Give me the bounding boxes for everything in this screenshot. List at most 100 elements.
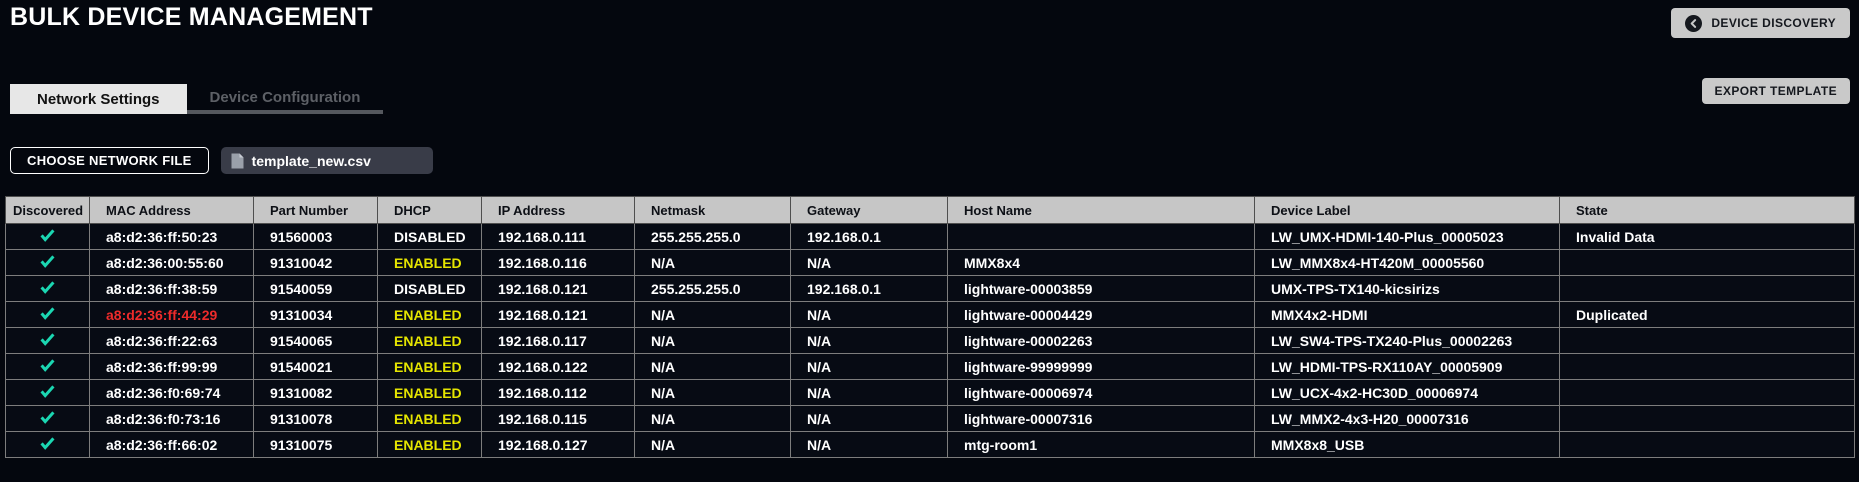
cell-ip: 192.168.0.116 xyxy=(481,249,635,276)
cell-mac: a8:d2:36:00:55:60 xyxy=(89,249,254,276)
col-header-netmask: Netmask xyxy=(634,196,791,224)
cell-mac: a8:d2:36:ff:66:02 xyxy=(89,431,254,458)
cell-part-number: 91560003 xyxy=(253,223,378,250)
col-header-device-label: Device Label xyxy=(1254,196,1560,224)
cell-netmask: 255.255.255.0 xyxy=(634,223,791,250)
cell-host-name: lightware-99999999 xyxy=(947,353,1255,380)
cell-discovered xyxy=(5,431,90,458)
cell-part-number: 91540065 xyxy=(253,327,378,354)
cell-mac: a8:d2:36:ff:22:63 xyxy=(89,327,254,354)
cell-device-label: LW_MMX8x4-HT420M_00005560 xyxy=(1254,249,1560,276)
col-header-discovered: Discovered xyxy=(5,196,90,224)
cell-dhcp: ENABLED xyxy=(377,301,482,328)
discovered-check-icon xyxy=(40,254,55,268)
cell-part-number: 91310078 xyxy=(253,405,378,432)
file-controls: CHOOSE NETWORK FILE template_new.csv xyxy=(10,147,433,174)
cell-ip: 192.168.0.115 xyxy=(481,405,635,432)
cell-netmask: N/A xyxy=(634,405,791,432)
device-table: Discovered MAC Address Part Number DHCP … xyxy=(5,196,1855,458)
cell-netmask: N/A xyxy=(634,301,791,328)
table-row: a8:d2:36:ff:99:99 91540021 ENABLED 192.1… xyxy=(5,353,1855,380)
discovered-check-icon xyxy=(40,228,55,242)
discovered-check-icon xyxy=(40,436,55,450)
cell-ip: 192.168.0.122 xyxy=(481,353,635,380)
device-table-body: a8:d2:36:ff:50:23 91560003 DISABLED 192.… xyxy=(5,223,1855,458)
selected-file-chip: template_new.csv xyxy=(220,147,433,174)
cell-dhcp: DISABLED xyxy=(377,275,482,302)
table-row: a8:d2:36:f0:69:74 91310082 ENABLED 192.1… xyxy=(5,379,1855,406)
cell-ip: 192.168.0.121 xyxy=(481,275,635,302)
cell-discovered xyxy=(5,327,90,354)
table-header-row: Discovered MAC Address Part Number DHCP … xyxy=(5,196,1855,224)
discovered-check-icon xyxy=(40,280,55,294)
cell-state xyxy=(1559,379,1855,406)
cell-device-label: LW_SW4-TPS-TX240-Plus_00002263 xyxy=(1254,327,1560,354)
col-header-host-name: Host Name xyxy=(947,196,1255,224)
cell-state: Invalid Data xyxy=(1559,223,1855,250)
cell-part-number: 91310034 xyxy=(253,301,378,328)
cell-ip: 192.168.0.117 xyxy=(481,327,635,354)
discovered-check-icon xyxy=(40,306,55,320)
cell-mac: a8:d2:36:ff:50:23 xyxy=(89,223,254,250)
cell-mac: a8:d2:36:ff:99:99 xyxy=(89,353,254,380)
cell-netmask: N/A xyxy=(634,327,791,354)
cell-gateway: N/A xyxy=(790,431,948,458)
cell-ip: 192.168.0.112 xyxy=(481,379,635,406)
cell-discovered xyxy=(5,379,90,406)
cell-host-name: lightware-00006974 xyxy=(947,379,1255,406)
cell-device-label: LW_MMX2-4x3-H20_00007316 xyxy=(1254,405,1560,432)
page-title: BULK DEVICE MANAGEMENT xyxy=(10,3,373,31)
cell-dhcp: ENABLED xyxy=(377,327,482,354)
discovered-check-icon xyxy=(40,384,55,398)
export-template-button[interactable]: EXPORT TEMPLATE xyxy=(1701,78,1850,104)
cell-dhcp: ENABLED xyxy=(377,431,482,458)
cell-gateway: N/A xyxy=(790,327,948,354)
cell-device-label: MMX4x2-HDMI xyxy=(1254,301,1560,328)
cell-discovered xyxy=(5,405,90,432)
cell-ip: 192.168.0.127 xyxy=(481,431,635,458)
cell-state xyxy=(1559,327,1855,354)
tab-network-settings[interactable]: Network Settings xyxy=(10,84,187,114)
tab-device-configuration[interactable]: Device Configuration xyxy=(186,84,384,114)
cell-mac: a8:d2:36:f0:69:74 xyxy=(89,379,254,406)
cell-host-name: lightware-00007316 xyxy=(947,405,1255,432)
discovered-check-icon xyxy=(40,410,55,424)
cell-host-name: MMX8x4 xyxy=(947,249,1255,276)
cell-discovered xyxy=(5,301,90,328)
cell-netmask: N/A xyxy=(634,249,791,276)
table-row: a8:d2:36:ff:50:23 91560003 DISABLED 192.… xyxy=(5,223,1855,250)
cell-host-name: mtg-room1 xyxy=(947,431,1255,458)
device-discovery-label: DEVICE DISCOVERY xyxy=(1711,16,1836,30)
cell-discovered xyxy=(5,353,90,380)
cell-state xyxy=(1559,353,1855,380)
cell-host-name: lightware-00004429 xyxy=(947,301,1255,328)
cell-state xyxy=(1559,431,1855,458)
cell-netmask: N/A xyxy=(634,353,791,380)
cell-dhcp: ENABLED xyxy=(377,405,482,432)
cell-device-label: LW_UMX-HDMI-140-Plus_00005023 xyxy=(1254,223,1560,250)
table-row: a8:d2:36:f0:73:16 91310078 ENABLED 192.1… xyxy=(5,405,1855,432)
cell-part-number: 91310075 xyxy=(253,431,378,458)
chevron-left-circle-icon xyxy=(1685,14,1703,32)
cell-ip: 192.168.0.111 xyxy=(481,223,635,250)
cell-gateway: N/A xyxy=(790,379,948,406)
cell-netmask: N/A xyxy=(634,431,791,458)
cell-state xyxy=(1559,405,1855,432)
choose-network-file-button[interactable]: CHOOSE NETWORK FILE xyxy=(10,147,209,174)
col-header-part-number: Part Number xyxy=(253,196,378,224)
cell-dhcp: ENABLED xyxy=(377,249,482,276)
device-discovery-button[interactable]: DEVICE DISCOVERY xyxy=(1671,8,1850,38)
cell-host-name xyxy=(947,223,1255,250)
col-header-mac-address: MAC Address xyxy=(89,196,254,224)
cell-mac: a8:d2:36:ff:44:29 xyxy=(89,301,254,328)
cell-gateway: N/A xyxy=(790,405,948,432)
table-row: a8:d2:36:ff:38:59 91540059 DISABLED 192.… xyxy=(5,275,1855,302)
cell-gateway: N/A xyxy=(790,353,948,380)
table-row: a8:d2:36:ff:66:02 91310075 ENABLED 192.1… xyxy=(5,431,1855,458)
cell-device-label: MMX8x8_USB xyxy=(1254,431,1560,458)
cell-discovered xyxy=(5,223,90,250)
document-icon xyxy=(231,153,244,168)
cell-dhcp: DISABLED xyxy=(377,223,482,250)
cell-state: Duplicated xyxy=(1559,301,1855,328)
discovered-check-icon xyxy=(40,332,55,346)
